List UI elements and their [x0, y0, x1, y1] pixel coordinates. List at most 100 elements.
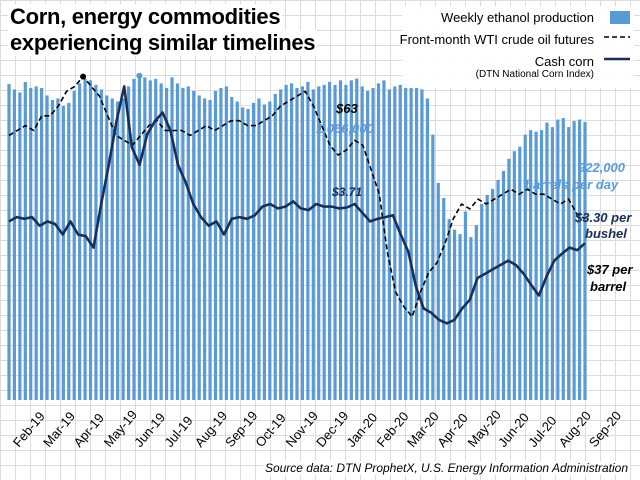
ethanol-bar: [425, 98, 430, 401]
ethanol-bar: [110, 98, 114, 401]
ethanol-bar: [56, 98, 60, 401]
ethanol-bar: [376, 83, 381, 400]
ethanol-bar: [175, 83, 180, 400]
ethanol-bar: [186, 86, 190, 401]
ethanol-bar: [246, 109, 250, 401]
x-tick-label: Nov-19: [283, 408, 321, 450]
annotation-ethanol-end-2: barrels per day: [525, 177, 619, 192]
ethanol-bar: [366, 90, 370, 401]
annotation-corn-end-1: $3.30 per: [575, 210, 632, 225]
legend-sublabel-corn: (DTN National Corn Index): [475, 69, 594, 80]
ethanol-bar: [208, 99, 212, 400]
ethanol-bar: [355, 78, 359, 400]
ethanol-bar: [420, 89, 424, 401]
ethanol-bar: [409, 86, 413, 401]
annotation-ethanol-peak: 1,066,000: [316, 121, 374, 136]
ethanol-bar: [34, 86, 38, 401]
ethanol-bar: [257, 98, 261, 401]
wti-line: [8, 75, 586, 318]
ethanol-bar: [192, 90, 196, 401]
x-tick-label: Apr-19: [70, 410, 107, 450]
legend-label-ethanol: Weekly ethanol production: [441, 10, 594, 25]
ethanol-bar: [452, 229, 457, 400]
ethanol-bar: [561, 118, 565, 400]
ethanol-bar: [72, 90, 76, 401]
x-axis-ticks: Feb-19Mar-19Apr-19May-19Jun-19Jul-19Aug-…: [10, 407, 624, 450]
annotation-ethanol-end-1: 922,000: [578, 160, 625, 175]
ethanol-bar: [7, 83, 11, 401]
ethanol-bar: [284, 84, 288, 400]
ethanol-bar: [501, 170, 506, 400]
ethanol-bar: [469, 237, 473, 400]
chart-title-line-1: Corn, energy commodities: [8, 4, 283, 30]
ethanol-bar: [88, 80, 93, 401]
ethanol-bar: [447, 219, 451, 400]
ethanol-bar: [148, 80, 152, 401]
corn-line: [8, 85, 586, 325]
legend-item-corn-sub: (DTN National Corn Index): [402, 69, 634, 88]
x-tick-label: Dec-19: [313, 408, 351, 450]
ethanol-bar: [344, 84, 348, 400]
x-tick-label: Apr-20: [434, 410, 471, 450]
x-tick-label: Feb-20: [374, 409, 412, 450]
ethanol-bar: [99, 89, 103, 401]
ethanol-bar: [523, 134, 527, 400]
x-tick-label: Mar-19: [40, 409, 78, 450]
x-tick-label: Aug-20: [556, 408, 594, 450]
ethanol-bar: [317, 86, 321, 401]
legend-swatch-ethanol: [610, 11, 630, 24]
annotation-corn-end-2: bushel: [585, 226, 627, 241]
x-tick-label: Sep-20: [586, 408, 624, 450]
ethanol-bar: [143, 77, 147, 400]
ethanol-bar: [518, 146, 522, 400]
ethanol-bar: [12, 89, 17, 401]
ethanol-bar: [116, 101, 120, 400]
ethanol-bar: [480, 204, 484, 400]
ethanol-bar: [507, 158, 511, 400]
ethanol-bar: [61, 106, 65, 400]
annotation-wti-end-2: barrel: [590, 279, 627, 294]
ethanol-bar: [545, 122, 549, 400]
source-note: Source data: DTN ProphetX, U.S. Energy I…: [262, 461, 630, 475]
ethanol-bars: [7, 72, 587, 401]
corn-line-group: [8, 85, 586, 325]
ethanol-bar: [567, 127, 571, 401]
x-tick-label: Sep-19: [222, 408, 260, 450]
ethanol-bar: [442, 197, 446, 400]
wti-peak-marker: [80, 73, 87, 80]
legend-label-wti: Front-month WTI crude oil futures: [399, 32, 594, 47]
ethanol-bar: [181, 87, 185, 400]
ethanol-bar: [279, 89, 283, 401]
ethanol-bar: [121, 98, 125, 401]
ethanol-bar: [349, 80, 353, 401]
ethanol-bar: [83, 78, 87, 401]
ethanol-bar: [333, 84, 337, 400]
ethanol-bar: [382, 80, 386, 401]
ethanol-bar: [268, 101, 272, 400]
ethanol-bar: [539, 130, 544, 400]
legend-swatch-corn: [604, 57, 630, 61]
ethanol-bar: [164, 87, 169, 400]
ethanol-bar: [572, 121, 576, 400]
ethanol-bar: [583, 121, 587, 400]
ethanol-bar: [474, 225, 478, 400]
legend: Weekly ethanol production Front-month WT…: [399, 6, 634, 88]
ethanol-bar: [170, 77, 174, 400]
x-tick-label: Feb-19: [10, 409, 48, 450]
ethanol-bar: [306, 81, 310, 400]
legend-label-corn: Cash corn: [534, 54, 594, 69]
ethanol-bar: [224, 86, 228, 401]
ethanol-bar: [328, 81, 332, 400]
ethanol-bar: [404, 83, 408, 400]
ethanol-bar: [40, 87, 44, 400]
annotation-wti-end-1: $37 per: [587, 262, 633, 277]
ethanol-bar: [230, 96, 234, 400]
ethanol-bar: [105, 95, 109, 400]
x-tick-label: Aug-19: [192, 408, 230, 450]
ethanol-bar: [485, 194, 489, 400]
ethanol-bar: [311, 89, 315, 401]
annotation-wti-peak: $63: [336, 101, 358, 116]
ethanol-bar: [235, 101, 239, 400]
ethanol-bar: [213, 90, 218, 401]
